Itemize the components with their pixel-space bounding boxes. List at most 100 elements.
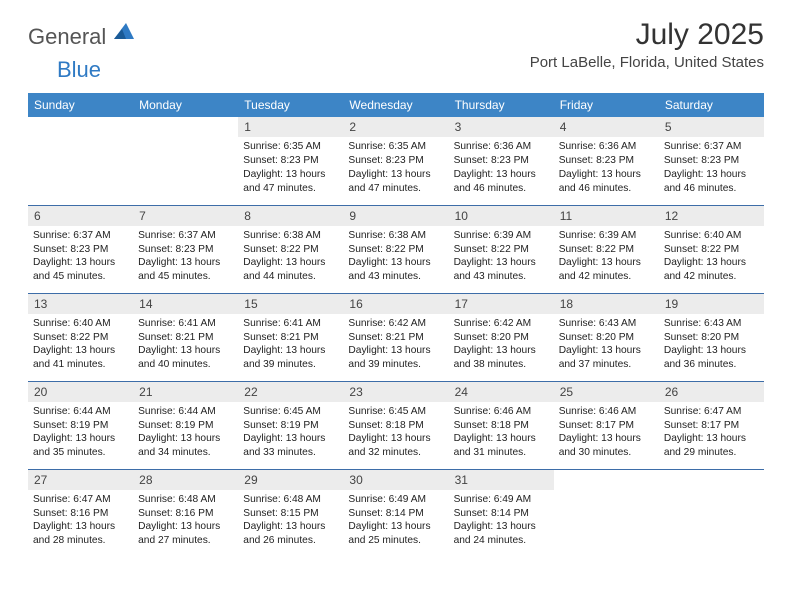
calendar-day-cell: 21Sunrise: 6:44 AMSunset: 8:19 PMDayligh… [133,381,238,469]
daylight-line: Daylight: 13 hours and 42 minutes. [664,256,759,284]
calendar-day-cell: 29Sunrise: 6:48 AMSunset: 8:15 PMDayligh… [238,469,343,557]
sunrise-line: Sunrise: 6:42 AM [348,317,443,331]
day-number: 5 [659,117,764,137]
day-number: 18 [554,294,659,314]
calendar-day-cell: 17Sunrise: 6:42 AMSunset: 8:20 PMDayligh… [449,293,554,381]
day-body: Sunrise: 6:35 AMSunset: 8:23 PMDaylight:… [238,137,343,199]
sunrise-line: Sunrise: 6:49 AM [348,493,443,507]
weekday-header: Tuesday [238,93,343,117]
day-body: Sunrise: 6:46 AMSunset: 8:18 PMDaylight:… [449,402,554,464]
sunrise-line: Sunrise: 6:46 AM [454,405,549,419]
day-number: 25 [554,382,659,402]
calendar-day-cell: 27Sunrise: 6:47 AMSunset: 8:16 PMDayligh… [28,469,133,557]
calendar-day-cell: 23Sunrise: 6:45 AMSunset: 8:18 PMDayligh… [343,381,448,469]
sunset-line: Sunset: 8:19 PM [243,419,338,433]
calendar-day-cell [659,469,764,557]
day-number: 16 [343,294,448,314]
sunrise-line: Sunrise: 6:48 AM [138,493,233,507]
sunset-line: Sunset: 8:20 PM [454,331,549,345]
day-body: Sunrise: 6:44 AMSunset: 8:19 PMDaylight:… [28,402,133,464]
daylight-line: Daylight: 13 hours and 32 minutes. [348,432,443,460]
sunset-line: Sunset: 8:17 PM [559,419,654,433]
weekday-header-row: SundayMondayTuesdayWednesdayThursdayFrid… [28,93,764,117]
sunset-line: Sunset: 8:19 PM [138,419,233,433]
day-number: 23 [343,382,448,402]
daylight-line: Daylight: 13 hours and 47 minutes. [348,168,443,196]
day-body: Sunrise: 6:44 AMSunset: 8:19 PMDaylight:… [133,402,238,464]
day-number: 9 [343,206,448,226]
sunrise-line: Sunrise: 6:37 AM [664,140,759,154]
day-number: 8 [238,206,343,226]
logo: General [28,18,138,50]
sunrise-line: Sunrise: 6:45 AM [348,405,443,419]
weekday-header: Saturday [659,93,764,117]
daylight-line: Daylight: 13 hours and 39 minutes. [348,344,443,372]
sunrise-line: Sunrise: 6:36 AM [454,140,549,154]
day-number: 29 [238,470,343,490]
sunset-line: Sunset: 8:22 PM [559,243,654,257]
day-body: Sunrise: 6:38 AMSunset: 8:22 PMDaylight:… [343,226,448,288]
day-body: Sunrise: 6:38 AMSunset: 8:22 PMDaylight:… [238,226,343,288]
day-body: Sunrise: 6:43 AMSunset: 8:20 PMDaylight:… [659,314,764,376]
calendar-day-cell: 12Sunrise: 6:40 AMSunset: 8:22 PMDayligh… [659,205,764,293]
daylight-line: Daylight: 13 hours and 45 minutes. [33,256,128,284]
day-body: Sunrise: 6:35 AMSunset: 8:23 PMDaylight:… [343,137,448,199]
daylight-line: Daylight: 13 hours and 46 minutes. [454,168,549,196]
sunrise-line: Sunrise: 6:36 AM [559,140,654,154]
calendar-day-cell: 26Sunrise: 6:47 AMSunset: 8:17 PMDayligh… [659,381,764,469]
day-body: Sunrise: 6:41 AMSunset: 8:21 PMDaylight:… [133,314,238,376]
sunrise-line: Sunrise: 6:42 AM [454,317,549,331]
day-body: Sunrise: 6:48 AMSunset: 8:15 PMDaylight:… [238,490,343,552]
sunrise-line: Sunrise: 6:47 AM [33,493,128,507]
calendar-day-cell: 14Sunrise: 6:41 AMSunset: 8:21 PMDayligh… [133,293,238,381]
calendar-day-cell: 3Sunrise: 6:36 AMSunset: 8:23 PMDaylight… [449,117,554,205]
sunrise-line: Sunrise: 6:38 AM [243,229,338,243]
calendar-day-cell: 7Sunrise: 6:37 AMSunset: 8:23 PMDaylight… [133,205,238,293]
day-body: Sunrise: 6:36 AMSunset: 8:23 PMDaylight:… [554,137,659,199]
sunrise-line: Sunrise: 6:41 AM [243,317,338,331]
day-body: Sunrise: 6:37 AMSunset: 8:23 PMDaylight:… [133,226,238,288]
sunset-line: Sunset: 8:22 PM [348,243,443,257]
daylight-line: Daylight: 13 hours and 44 minutes. [243,256,338,284]
daylight-line: Daylight: 13 hours and 36 minutes. [664,344,759,372]
calendar-week-row: 20Sunrise: 6:44 AMSunset: 8:19 PMDayligh… [28,381,764,469]
sunset-line: Sunset: 8:23 PM [454,154,549,168]
sunset-line: Sunset: 8:21 PM [348,331,443,345]
daylight-line: Daylight: 13 hours and 40 minutes. [138,344,233,372]
day-number: 6 [28,206,133,226]
calendar-day-cell: 5Sunrise: 6:37 AMSunset: 8:23 PMDaylight… [659,117,764,205]
sunrise-line: Sunrise: 6:45 AM [243,405,338,419]
daylight-line: Daylight: 13 hours and 43 minutes. [454,256,549,284]
sunset-line: Sunset: 8:23 PM [138,243,233,257]
day-number: 14 [133,294,238,314]
sunset-line: Sunset: 8:18 PM [454,419,549,433]
calendar-day-cell: 18Sunrise: 6:43 AMSunset: 8:20 PMDayligh… [554,293,659,381]
sunset-line: Sunset: 8:22 PM [664,243,759,257]
sunset-line: Sunset: 8:23 PM [33,243,128,257]
daylight-line: Daylight: 13 hours and 28 minutes. [33,520,128,548]
day-number: 13 [28,294,133,314]
day-body: Sunrise: 6:36 AMSunset: 8:23 PMDaylight:… [449,137,554,199]
sunrise-line: Sunrise: 6:48 AM [243,493,338,507]
calendar-day-cell [554,469,659,557]
day-body: Sunrise: 6:46 AMSunset: 8:17 PMDaylight:… [554,402,659,464]
daylight-line: Daylight: 13 hours and 31 minutes. [454,432,549,460]
sunrise-line: Sunrise: 6:40 AM [33,317,128,331]
sunset-line: Sunset: 8:14 PM [454,507,549,521]
calendar-day-cell: 8Sunrise: 6:38 AMSunset: 8:22 PMDaylight… [238,205,343,293]
calendar-day-cell: 15Sunrise: 6:41 AMSunset: 8:21 PMDayligh… [238,293,343,381]
weekday-header: Wednesday [343,93,448,117]
sunrise-line: Sunrise: 6:49 AM [454,493,549,507]
calendar-day-cell: 6Sunrise: 6:37 AMSunset: 8:23 PMDaylight… [28,205,133,293]
day-number: 20 [28,382,133,402]
day-body: Sunrise: 6:49 AMSunset: 8:14 PMDaylight:… [449,490,554,552]
daylight-line: Daylight: 13 hours and 38 minutes. [454,344,549,372]
sunrise-line: Sunrise: 6:47 AM [664,405,759,419]
calendar-day-cell: 20Sunrise: 6:44 AMSunset: 8:19 PMDayligh… [28,381,133,469]
daylight-line: Daylight: 13 hours and 43 minutes. [348,256,443,284]
sunrise-line: Sunrise: 6:39 AM [559,229,654,243]
day-number: 10 [449,206,554,226]
calendar-day-cell: 30Sunrise: 6:49 AMSunset: 8:14 PMDayligh… [343,469,448,557]
calendar-week-row: 6Sunrise: 6:37 AMSunset: 8:23 PMDaylight… [28,205,764,293]
calendar-week-row: 1Sunrise: 6:35 AMSunset: 8:23 PMDaylight… [28,117,764,205]
